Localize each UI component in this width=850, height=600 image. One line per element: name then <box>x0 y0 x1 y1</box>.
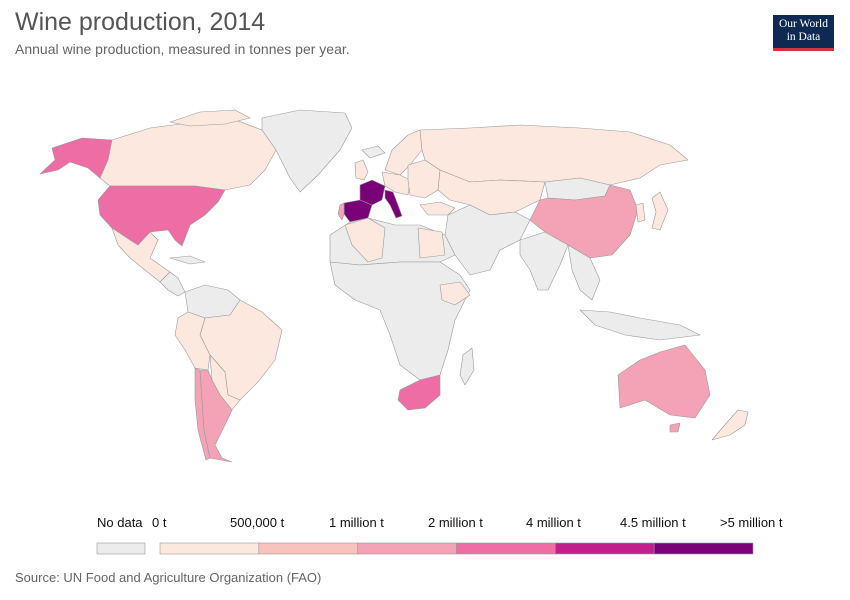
legend-tick-label: 500,000 t <box>230 515 285 530</box>
region-caribbean[interactable] <box>169 255 206 265</box>
region-middle-east[interactable] <box>444 204 531 276</box>
legend-bin-swatch[interactable] <box>653 542 754 555</box>
region-india[interactable] <box>519 231 569 291</box>
region-central-africa[interactable] <box>329 261 471 381</box>
region-peru-bolivia[interactable] <box>174 311 211 371</box>
map-legend <box>96 542 754 555</box>
region-canada[interactable] <box>99 117 277 191</box>
region-iceland[interactable] <box>361 145 386 159</box>
region-turkey[interactable] <box>419 201 456 216</box>
region-central-europe[interactable] <box>381 171 411 196</box>
region-southeast-asia[interactable] <box>567 244 601 301</box>
legend-tick-label: 2 million t <box>428 515 483 530</box>
region-tasmania[interactable] <box>669 422 681 433</box>
region-mexico[interactable] <box>111 227 171 283</box>
region-usa[interactable] <box>97 185 226 247</box>
region-ethiopia[interactable] <box>439 281 471 306</box>
region-algeria[interactable] <box>344 217 386 263</box>
region-uk[interactable] <box>354 159 369 181</box>
region-italy[interactable] <box>384 189 403 219</box>
legend-bin-swatch[interactable] <box>258 542 358 555</box>
region-madagascar[interactable] <box>459 347 475 386</box>
source-note: Source: UN Food and Agriculture Organiza… <box>15 570 322 585</box>
legend-no-data-label: No data <box>97 515 143 530</box>
legend-no-data-swatch[interactable] <box>96 542 146 555</box>
chart-subtitle: Annual wine production, measured in tonn… <box>15 41 350 57</box>
chart-title: Wine production, 2014 <box>15 8 266 36</box>
legend-bin-swatch[interactable] <box>357 542 457 555</box>
legend-bin-swatch[interactable] <box>456 542 556 555</box>
legend-tick-label: 4.5 million t <box>620 515 686 530</box>
legend-bin-swatch[interactable] <box>555 542 655 555</box>
legend-bin-swatch[interactable] <box>159 542 260 555</box>
region-korea[interactable] <box>635 202 646 223</box>
legend-tick-label: 4 million t <box>526 515 581 530</box>
region-alaska[interactable] <box>39 137 113 179</box>
legend-tick-label: >5 million t <box>720 515 783 530</box>
region-australia[interactable] <box>617 344 711 419</box>
legend-tick-label: 0 t <box>152 515 167 530</box>
legend-tick-label: 1 million t <box>329 515 384 530</box>
owid-logo[interactable]: Our World in Data <box>773 15 834 51</box>
region-portugal[interactable] <box>337 202 345 221</box>
region-japan[interactable] <box>651 191 669 231</box>
region-argentina[interactable] <box>199 369 233 463</box>
region-egypt[interactable] <box>417 227 446 259</box>
region-arctic-islands[interactable] <box>169 109 251 127</box>
region-russia[interactable] <box>419 124 689 186</box>
region-new-zealand[interactable] <box>711 409 749 441</box>
logo-line-2: in Data <box>786 31 821 43</box>
region-south-africa[interactable] <box>397 374 441 411</box>
region-indonesia[interactable] <box>579 309 701 341</box>
logo-line-1: Our World <box>778 18 828 30</box>
